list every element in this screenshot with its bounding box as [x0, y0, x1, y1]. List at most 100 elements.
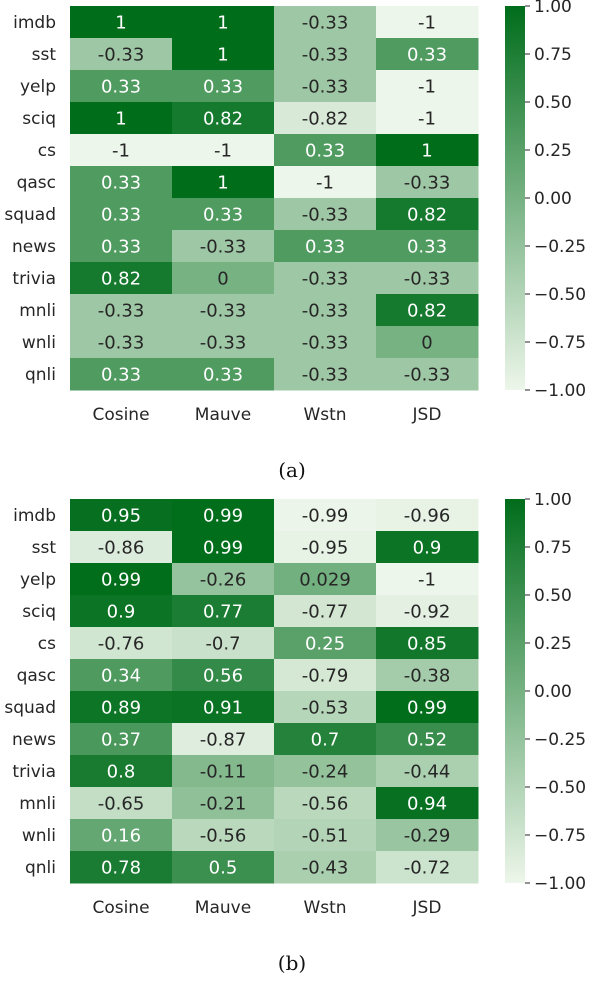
heatmap-cell: [172, 563, 275, 596]
column-label: Wstn: [303, 898, 346, 918]
cell-value-label: -0.51: [302, 826, 349, 847]
heatmap-cell: [70, 851, 173, 884]
heatmap-cell: [376, 627, 479, 660]
heatmap-cell: [274, 38, 377, 71]
row-label: yelp: [20, 570, 56, 590]
heatmap-cell: [172, 595, 275, 628]
heatmap-cell: [274, 102, 377, 135]
heatmap-cell: [376, 499, 479, 532]
cell-value-label: 0.33: [101, 365, 141, 386]
heatmap-cell: [70, 198, 173, 231]
heatmap-cell: [274, 723, 377, 756]
colorbar-tick-label: 0.00: [534, 682, 572, 702]
cell-value-label: -0.33: [98, 45, 145, 66]
cell-value-label: -0.56: [200, 826, 247, 847]
cell-value-label: 0.82: [407, 205, 447, 226]
cell-value-label: -0.77: [302, 602, 349, 623]
cell-value-label: 0.9: [107, 602, 136, 623]
heatmap-cell: [172, 723, 275, 756]
cell-value-label: 1: [217, 173, 228, 194]
cell-value-label: -1: [418, 570, 436, 591]
colorbar-tick-label: −0.25: [534, 237, 586, 257]
colorbar-tick-label: 0.75: [534, 538, 572, 558]
cell-value-label: -0.33: [404, 173, 451, 194]
heatmap-cell: [172, 166, 275, 199]
heatmap-a: 1 1 -0.33 -1 -0.33 1 -0.33 0.33 0.33 0.33 -0.33 -1 1…: [4, 0, 586, 482]
cell-value-label: -0.33: [98, 333, 145, 354]
colorbar-tick-label: −1.00: [534, 874, 586, 894]
heatmap-grid: 0.95 0.99 -0.99 -0.96 -0.86 0.99 -0.95 0.9 0.99 -…: [70, 499, 479, 884]
row-label: sst: [32, 45, 57, 65]
heatmap-cell: [376, 691, 479, 724]
cell-value-label: -1: [214, 141, 232, 162]
cell-value-label: -0.96: [404, 506, 451, 527]
heatmap-cell: [274, 499, 377, 532]
heatmap-cell: [274, 691, 377, 724]
heatmap-cell: [376, 134, 479, 167]
colorbar-tick-label: 0.00: [534, 189, 572, 209]
heatmap-cell: [274, 326, 377, 359]
cell-value-label: -0.33: [98, 301, 145, 322]
colorbar-tick-label: 0.25: [534, 141, 572, 161]
heatmap-cell: [70, 659, 173, 692]
heatmap-cell: [172, 627, 275, 660]
cell-value-label: -0.33: [200, 333, 247, 354]
row-label: news: [12, 237, 56, 257]
cell-value-label: -0.7: [205, 634, 240, 655]
heatmap-cell: [172, 851, 275, 884]
cell-value-label: -0.33: [404, 365, 451, 386]
colorbar-tick-label: −0.25: [534, 730, 586, 750]
column-label: JSD: [412, 405, 442, 425]
heatmap-cell: [376, 851, 479, 884]
row-label: imdb: [13, 13, 56, 33]
heatmap-cell: [70, 38, 173, 71]
row-label: imdb: [13, 506, 56, 526]
cell-value-label: 0.5: [209, 858, 238, 879]
cell-value-label: 1: [421, 141, 432, 162]
heatmap-cell: [376, 6, 479, 39]
cell-value-label: 0.33: [101, 205, 141, 226]
cell-value-label: 0.37: [101, 730, 141, 751]
row-label: news: [12, 730, 56, 750]
cell-value-label: -0.33: [302, 365, 349, 386]
cell-value-label: 0.52: [407, 730, 447, 751]
cell-value-label: 0.95: [101, 506, 141, 527]
column-label: Mauve: [195, 405, 251, 425]
cell-value-label: 0.029: [299, 570, 351, 591]
heatmap-cell: [70, 531, 173, 564]
row-label: qnli: [25, 858, 56, 878]
column-label: Cosine: [92, 405, 149, 425]
cell-value-label: -0.82: [302, 109, 349, 130]
cell-value-label: -0.21: [200, 794, 247, 815]
heatmap-cell: [376, 326, 479, 359]
cell-value-label: -0.72: [404, 858, 451, 879]
heatmap-cell: [376, 102, 479, 135]
heatmap-cell: [274, 755, 377, 788]
cell-value-label: -0.11: [200, 762, 247, 783]
colorbar-tick-label: 1.00: [534, 0, 572, 17]
heatmap-cell: [274, 134, 377, 167]
row-label: qasc: [17, 173, 56, 193]
cell-value-label: 0.34: [101, 666, 141, 687]
colorbar-tick-label: −0.50: [534, 285, 586, 305]
row-label: sst: [32, 538, 57, 558]
heatmap-cell: [376, 70, 479, 103]
row-label: trivia: [12, 762, 56, 782]
heatmap-cell: [274, 851, 377, 884]
cell-value-label: -0.33: [302, 269, 349, 290]
heatmap-cell: [172, 38, 275, 71]
heatmap-cell: [172, 691, 275, 724]
cell-value-label: 0.16: [101, 826, 141, 847]
column-label: Cosine: [92, 898, 149, 918]
heatmap-cell: [376, 230, 479, 263]
cell-value-label: -0.33: [302, 77, 349, 98]
cell-value-label: 0.25: [305, 634, 345, 655]
colorbar: 1.00 0.75 0.50 0.25 0.00 −0.25 −0.50 −0.75 −1.00: [505, 0, 586, 401]
row-label: qasc: [17, 666, 56, 686]
heatmap-cell: [172, 230, 275, 263]
heatmap-cell: [376, 294, 479, 327]
row-label: yelp: [20, 77, 56, 97]
cell-value-label: -0.26: [200, 570, 247, 591]
colorbar: 1.00 0.75 0.50 0.25 0.00 −0.25 −0.50 −0.75 −1.00: [505, 493, 586, 894]
cell-value-label: -0.99: [302, 506, 349, 527]
